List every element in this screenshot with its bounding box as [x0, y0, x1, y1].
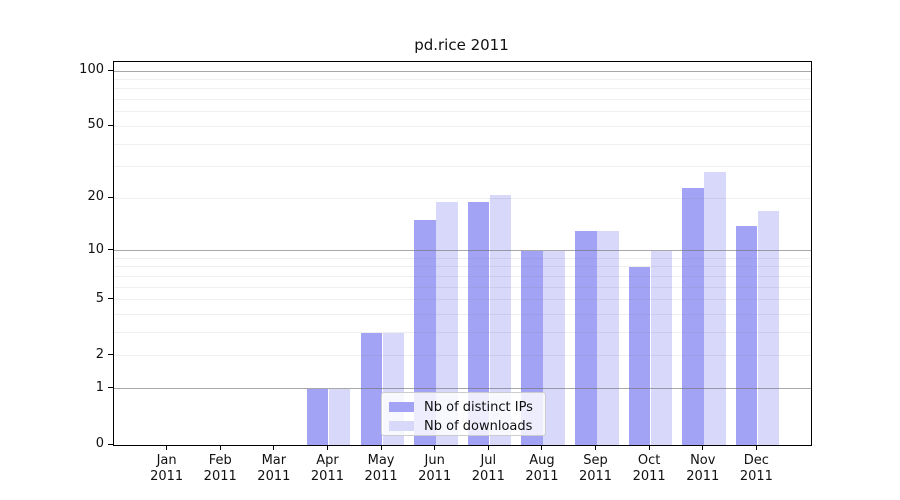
y-tick-label-10: 10: [87, 241, 104, 257]
major-gridline-1: [114, 388, 811, 390]
bar-downloads-nov: [704, 172, 726, 445]
x-tick-label-feb: Feb 2011: [203, 453, 237, 484]
minor-gridline-50: [114, 125, 811, 127]
y-tick-label-0: 0: [95, 436, 104, 451]
legend-item-downloads: Nb of downloads: [382, 418, 545, 434]
legend-swatch-distinct-ips: [389, 402, 414, 412]
minor-gridline-70: [114, 99, 811, 101]
minor-gridline-7: [114, 276, 811, 278]
x-tick-label-jan: Jan 2011: [150, 453, 184, 484]
x-tick-oct: [648, 445, 650, 450]
plot-area: Nb of distinct IPs Nb of downloads: [113, 61, 812, 446]
minor-gridline-4: [114, 314, 811, 316]
bar-downloads-jun: [436, 202, 458, 445]
major-gridline-100: [114, 70, 811, 72]
y-tick-100: [108, 69, 113, 71]
minor-gridline-40: [114, 143, 811, 145]
legend-label-distinct-ips: Nb of distinct IPs: [424, 399, 533, 415]
bar-downloads-sep: [597, 231, 619, 445]
chart-title: pd.rice 2011: [414, 36, 509, 54]
y-tick-label-100: 100: [79, 62, 104, 78]
minor-gridline-60: [114, 111, 811, 113]
minor-gridline-30: [114, 166, 811, 168]
x-tick-label-jun: Jun 2011: [418, 453, 452, 484]
bar-distinct-ips-apr: [306, 388, 329, 445]
x-tick-dec: [755, 445, 757, 450]
minor-gridline-90: [114, 79, 811, 81]
bar-downloads-apr: [328, 388, 351, 445]
x-tick-label-oct: Oct 2011: [632, 453, 666, 484]
x-tick-jul: [487, 445, 489, 450]
y-tick-20: [108, 196, 113, 198]
x-tick-label-dec: Dec 2011: [739, 453, 773, 484]
x-tick-label-apr: Apr 2011: [310, 453, 344, 484]
x-tick-label-may: May 2011: [364, 453, 398, 484]
y-tick-2: [108, 354, 113, 356]
legend: Nb of distinct IPs Nb of downloads: [381, 392, 546, 436]
legend-item-distinct-ips: Nb of distinct IPs: [382, 399, 545, 415]
bar-distinct-ips-jul: [467, 202, 490, 445]
x-tick-label-jul: Jul 2011: [471, 453, 505, 484]
y-tick-label-2: 2: [95, 346, 104, 362]
x-tick-jan: [166, 445, 168, 450]
bar-downloads-oct: [650, 250, 673, 445]
x-tick-jun: [434, 445, 436, 450]
minor-gridline-5: [114, 299, 811, 301]
y-tick-5: [108, 298, 113, 300]
y-tick-label-1: 1: [95, 379, 104, 395]
y-tick-50: [108, 124, 113, 126]
legend-label-downloads: Nb of downloads: [424, 418, 533, 434]
minor-gridline-2: [114, 355, 811, 357]
bar-distinct-ips-dec: [735, 225, 758, 445]
bar-downloads-aug: [543, 250, 565, 445]
y-tick-label-50: 50: [87, 117, 104, 133]
bar-downloads-dec: [757, 210, 780, 445]
bar-distinct-ips-sep: [575, 231, 597, 445]
y-tick-1: [108, 387, 113, 389]
x-tick-label-mar: Mar 2011: [257, 453, 291, 484]
minor-gridline-9: [114, 257, 811, 259]
x-tick-mar: [273, 445, 275, 450]
minor-gridline-80: [114, 88, 811, 90]
x-tick-aug: [541, 445, 543, 450]
minor-gridline-6: [114, 286, 811, 288]
x-tick-apr: [326, 445, 328, 450]
minor-gridline-3: [114, 332, 811, 334]
x-tick-nov: [702, 445, 704, 450]
bar-distinct-ips-oct: [628, 267, 651, 445]
x-tick-label-nov: Nov 2011: [686, 453, 720, 484]
y-tick-10: [108, 249, 113, 251]
minor-gridline-20: [114, 197, 811, 199]
bar-distinct-ips-nov: [682, 187, 704, 445]
x-tick-may: [380, 445, 382, 450]
x-tick-feb: [219, 445, 221, 450]
x-tick-label-aug: Aug 2011: [525, 453, 559, 484]
y-tick-label-5: 5: [95, 290, 104, 306]
major-gridline-10: [114, 250, 811, 252]
y-tick-0: [108, 443, 113, 445]
legend-swatch-downloads: [389, 421, 414, 431]
bar-downloads-jul: [489, 194, 512, 445]
x-tick-label-sep: Sep 2011: [578, 453, 613, 484]
minor-gridline-8: [114, 266, 811, 268]
y-tick-label-20: 20: [87, 189, 104, 205]
x-tick-sep: [595, 445, 597, 450]
